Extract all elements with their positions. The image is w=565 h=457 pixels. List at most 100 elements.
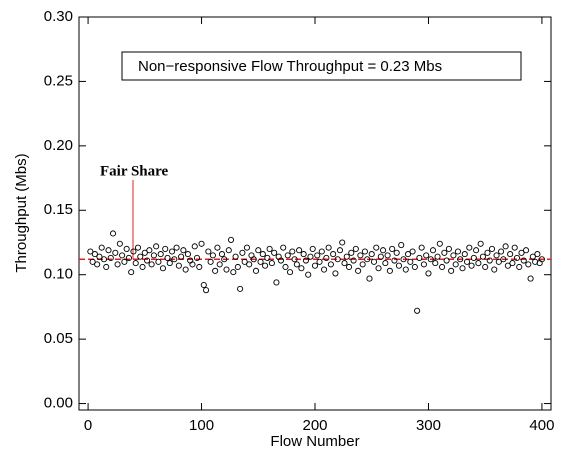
y-tick-label: 0.05 — [44, 330, 73, 347]
data-point — [382, 260, 389, 267]
data-point — [180, 247, 187, 254]
data-point — [227, 236, 235, 243]
data-point — [255, 247, 262, 254]
data-point — [477, 240, 484, 247]
data-point — [128, 269, 135, 276]
data-point — [527, 275, 534, 282]
data-point — [189, 261, 196, 268]
data-point — [264, 254, 271, 262]
data-point — [282, 263, 289, 271]
data-point — [357, 252, 364, 259]
data-point — [248, 252, 255, 259]
data-point — [132, 260, 139, 267]
data-point — [339, 239, 346, 246]
data-point — [350, 257, 357, 264]
data-point — [384, 252, 391, 259]
annotation-text: Non−responsive Flow Throughput = 0.23 Mb… — [138, 58, 442, 75]
data-point — [327, 261, 334, 268]
data-point — [182, 266, 189, 273]
data-point — [139, 263, 146, 271]
annotation-box — [121, 51, 522, 81]
data-point — [538, 256, 545, 263]
data-point — [441, 249, 448, 256]
data-point — [164, 254, 171, 262]
data-point — [296, 247, 303, 254]
data-point — [116, 240, 123, 247]
data-point — [100, 256, 108, 263]
data-point — [325, 244, 332, 251]
data-point — [484, 249, 491, 256]
data-point — [404, 251, 412, 258]
data-point — [309, 245, 316, 252]
data-point — [454, 248, 462, 255]
data-point — [243, 244, 250, 251]
data-point — [509, 260, 516, 267]
data-point — [373, 244, 380, 251]
data-point — [300, 251, 307, 258]
data-point — [271, 249, 278, 256]
data-point — [479, 253, 486, 260]
data-point — [159, 265, 167, 272]
data-point — [368, 251, 375, 258]
data-point — [311, 262, 319, 269]
data-point — [352, 245, 359, 252]
data-point — [355, 267, 362, 274]
data-point — [103, 263, 110, 271]
data-point — [173, 244, 180, 251]
data-point — [230, 269, 237, 276]
data-point — [289, 248, 296, 255]
plot-frame — [78, 16, 552, 411]
y-tick-label: 0.20 — [44, 137, 73, 154]
data-point — [123, 245, 130, 252]
data-point — [461, 251, 468, 258]
data-point — [316, 258, 323, 265]
data-point — [491, 266, 498, 273]
data-point — [168, 248, 176, 255]
data-point — [334, 256, 341, 263]
data-point — [153, 243, 160, 250]
data-point — [96, 253, 103, 260]
data-point — [330, 251, 337, 258]
x-tick-label: 0 — [84, 417, 92, 434]
data-point — [323, 254, 330, 262]
data-point — [463, 258, 471, 265]
data-point — [482, 263, 489, 271]
data-point — [216, 261, 223, 268]
data-point — [148, 261, 155, 268]
data-point — [193, 254, 201, 262]
data-point — [223, 266, 230, 273]
data-point — [87, 248, 94, 255]
data-point — [432, 260, 439, 267]
data-point — [246, 261, 253, 268]
data-point — [488, 245, 496, 252]
x-tick-label: 400 — [529, 417, 554, 434]
data-point — [157, 251, 164, 258]
data-point — [466, 244, 473, 251]
data-point — [450, 252, 457, 259]
data-point — [470, 254, 477, 262]
data-point — [205, 248, 212, 255]
data-point — [518, 249, 525, 256]
x-axis-title: Flow Number — [270, 433, 359, 450]
data-point — [416, 254, 423, 262]
data-point — [162, 245, 169, 252]
data-point — [473, 247, 480, 254]
data-point — [252, 267, 260, 274]
data-point — [400, 256, 407, 263]
data-point — [298, 265, 305, 272]
data-point — [498, 248, 505, 255]
data-point — [234, 263, 241, 271]
data-point — [130, 248, 137, 255]
data-point — [425, 270, 432, 277]
data-point — [114, 261, 121, 268]
data-point — [529, 253, 536, 260]
y-axis-title: Throughput (Mbs) — [13, 153, 30, 272]
data-point — [286, 269, 294, 276]
data-point — [366, 275, 373, 282]
data-point — [411, 263, 418, 271]
data-point — [525, 261, 532, 268]
data-point — [277, 257, 285, 264]
data-point — [198, 240, 205, 247]
data-point — [534, 251, 541, 258]
